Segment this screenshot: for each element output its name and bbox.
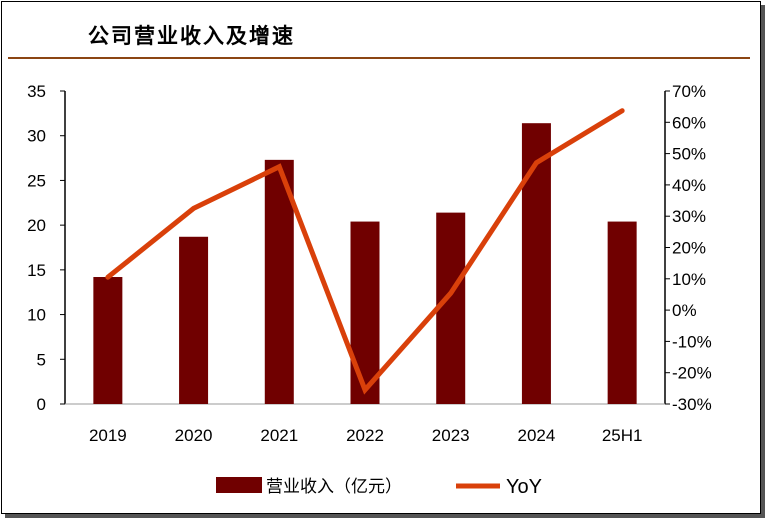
- right-tick-label: 0%: [672, 301, 697, 320]
- left-tick-label: 30: [27, 127, 46, 146]
- x-tick-label: 2022: [346, 426, 384, 445]
- bar-2022: [350, 221, 380, 404]
- bar-2023: [436, 212, 466, 404]
- legend-label-yoy: YoY: [506, 476, 542, 498]
- legend-swatch-revenue: [216, 477, 262, 493]
- chart-title: 公司营业收入及增速: [88, 24, 295, 48]
- right-tick-label: 60%: [672, 113, 706, 132]
- x-tick-label: 2021: [260, 426, 298, 445]
- right-tick-label: 10%: [672, 270, 706, 289]
- right-tick-label: -10%: [672, 332, 712, 351]
- bar-2019: [93, 277, 123, 404]
- bar-2020: [179, 236, 209, 404]
- chart-border: [1, 1, 761, 514]
- right-tick-label: -30%: [672, 395, 712, 414]
- left-tick-label: 10: [27, 306, 46, 325]
- x-tick-label: 2024: [518, 426, 556, 445]
- right-tick-label: 40%: [672, 176, 706, 195]
- legend-label-revenue: 营业收入（亿元）: [266, 477, 402, 496]
- x-tick-label: 2023: [432, 426, 470, 445]
- right-tick-label: -20%: [672, 364, 712, 383]
- bar-2024: [521, 123, 551, 405]
- x-tick-label: 25H1: [602, 426, 643, 445]
- bar-2021: [264, 159, 294, 404]
- right-tick-label: 50%: [672, 145, 706, 164]
- right-tick-label: 30%: [672, 207, 706, 226]
- x-tick-label: 2020: [175, 426, 213, 445]
- left-tick-label: 15: [27, 261, 46, 280]
- right-tick-label: 20%: [672, 239, 706, 258]
- left-tick-label: 20: [27, 216, 46, 235]
- left-tick-label: 35: [27, 82, 46, 101]
- x-tick-label: 2019: [89, 426, 127, 445]
- left-tick-label: 0: [37, 395, 46, 414]
- left-tick-label: 25: [27, 171, 46, 190]
- right-tick-label: 70%: [672, 82, 706, 101]
- left-tick-label: 5: [37, 350, 46, 369]
- bar-25H1: [607, 221, 637, 404]
- title-divider: [8, 57, 750, 59]
